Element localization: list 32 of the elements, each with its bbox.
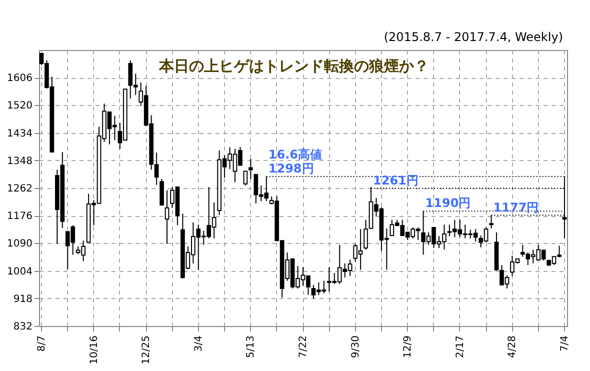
ref-line-label: 1177円: [493, 200, 539, 214]
y-tick-label: 918: [13, 294, 32, 305]
y-tick-label: 832: [13, 322, 32, 332]
y-tick-label: 1434: [7, 128, 32, 140]
x-tick-label: 10/16: [88, 336, 100, 364]
x-tick-label: 12/9: [402, 336, 414, 358]
y-tick-label: 1176: [7, 211, 32, 222]
ref-line-label: 1261円: [372, 173, 418, 188]
y-tick-label: 1262: [7, 184, 32, 194]
y-tick-label: 1606: [7, 73, 32, 84]
x-tick-label: 4/28: [507, 336, 518, 358]
y-tick-label: 1520: [7, 100, 32, 112]
candlestick: [243, 170, 248, 186]
ref-line-label: 1298円: [268, 161, 314, 176]
x-tick-label: 9/30: [350, 336, 362, 358]
x-tick-label: 7/4: [560, 336, 571, 352]
y-tick-label: 1348: [7, 156, 32, 167]
x-tick-label: 3/4: [193, 336, 204, 352]
text: 本日の上ヒゲはトレンド転換の狼煙か？: [158, 57, 429, 75]
candlestick: [248, 158, 253, 180]
chart-subtitle: (2015.8.7 - 2017.7.4, Weekly): [384, 30, 563, 44]
y-tick-label: 1090: [7, 238, 32, 250]
candlestick: [160, 178, 164, 206]
ref-line-label: 1190円: [425, 196, 471, 210]
x-tick-label: 5/13: [246, 336, 257, 358]
candlestick: [164, 190, 170, 244]
x-tick-label: 12/25: [141, 336, 152, 364]
annotation: 16.6高値: [268, 147, 322, 162]
x-tick-label: 8/7: [36, 336, 48, 352]
y-tick-label: 1004: [7, 266, 32, 278]
x-tick-label: 7/22: [298, 336, 309, 358]
x-tick-label: 2/17: [454, 336, 466, 358]
